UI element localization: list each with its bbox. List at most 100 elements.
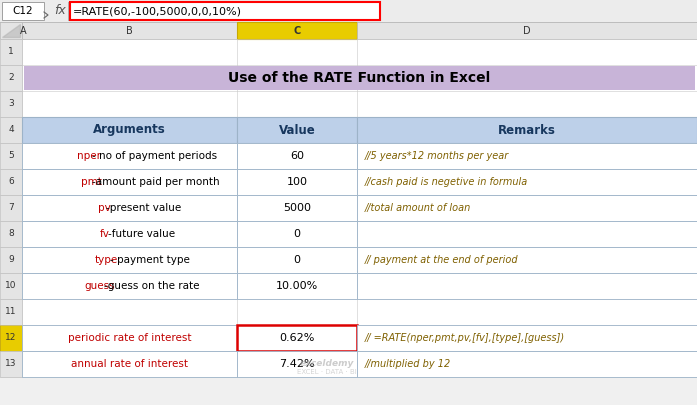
Text: 13: 13: [6, 360, 17, 369]
FancyBboxPatch shape: [0, 169, 22, 195]
Text: 60: 60: [290, 151, 304, 161]
Text: Use of the RATE Function in Excel: Use of the RATE Function in Excel: [229, 71, 491, 85]
FancyBboxPatch shape: [237, 195, 357, 221]
FancyBboxPatch shape: [237, 221, 357, 247]
FancyBboxPatch shape: [22, 221, 237, 247]
Text: 0: 0: [293, 229, 300, 239]
Text: Arguments: Arguments: [93, 124, 166, 136]
Text: 8: 8: [8, 230, 14, 239]
Text: 11: 11: [6, 307, 17, 316]
Text: B: B: [126, 26, 133, 36]
FancyBboxPatch shape: [357, 247, 697, 273]
Text: C: C: [293, 26, 300, 36]
FancyBboxPatch shape: [237, 273, 357, 299]
FancyBboxPatch shape: [22, 22, 237, 39]
FancyBboxPatch shape: [237, 117, 357, 143]
Text: 7: 7: [8, 203, 14, 213]
Text: //multiplied by 12: //multiplied by 12: [365, 359, 451, 369]
FancyBboxPatch shape: [0, 22, 22, 39]
Text: A: A: [20, 26, 26, 36]
Text: -future value: -future value: [108, 229, 175, 239]
Text: 0.62%: 0.62%: [279, 333, 314, 343]
Text: -amount paid per month: -amount paid per month: [93, 177, 220, 187]
Text: 3: 3: [8, 100, 14, 109]
Text: //cash paid is negetive in formula: //cash paid is negetive in formula: [365, 177, 528, 187]
FancyBboxPatch shape: [22, 351, 237, 377]
FancyBboxPatch shape: [22, 143, 237, 169]
Text: Remarks: Remarks: [498, 124, 556, 136]
Text: 5: 5: [8, 151, 14, 160]
FancyBboxPatch shape: [357, 325, 697, 351]
Text: fv: fv: [100, 229, 110, 239]
FancyBboxPatch shape: [357, 143, 697, 169]
FancyBboxPatch shape: [0, 221, 22, 247]
FancyBboxPatch shape: [237, 351, 357, 377]
FancyBboxPatch shape: [0, 247, 22, 273]
FancyBboxPatch shape: [0, 325, 22, 351]
Text: EXCEL · DATA · BI: EXCEL · DATA · BI: [297, 369, 357, 375]
Text: 1: 1: [8, 47, 14, 57]
FancyBboxPatch shape: [0, 325, 22, 351]
Text: D: D: [523, 26, 531, 36]
Text: 7.42%: 7.42%: [279, 359, 315, 369]
FancyBboxPatch shape: [357, 195, 697, 221]
Text: 10.00%: 10.00%: [276, 281, 318, 291]
FancyBboxPatch shape: [22, 273, 237, 299]
FancyBboxPatch shape: [22, 247, 237, 273]
FancyBboxPatch shape: [22, 325, 237, 351]
Text: 2: 2: [8, 73, 14, 83]
FancyBboxPatch shape: [22, 22, 24, 39]
FancyBboxPatch shape: [0, 299, 22, 325]
FancyBboxPatch shape: [22, 39, 697, 377]
FancyBboxPatch shape: [2, 2, 44, 20]
FancyBboxPatch shape: [357, 169, 697, 195]
FancyBboxPatch shape: [0, 91, 22, 117]
FancyBboxPatch shape: [237, 143, 357, 169]
Text: -present value: -present value: [106, 203, 181, 213]
FancyBboxPatch shape: [237, 22, 357, 39]
Text: fx: fx: [54, 4, 66, 17]
Text: Value: Value: [279, 124, 315, 136]
Text: pv: pv: [98, 203, 111, 213]
Text: 4: 4: [8, 126, 14, 134]
FancyBboxPatch shape: [357, 351, 697, 377]
FancyBboxPatch shape: [0, 143, 22, 169]
Text: 9: 9: [8, 256, 14, 264]
FancyBboxPatch shape: [0, 0, 697, 22]
Text: =RATE(60,-100,5000,0,0,10%): =RATE(60,-100,5000,0,0,10%): [73, 6, 242, 16]
Text: - no of payment periods: - no of payment periods: [93, 151, 217, 161]
Text: 100: 100: [286, 177, 307, 187]
Text: periodic rate of interest: periodic rate of interest: [68, 333, 191, 343]
Text: - payment type: - payment type: [110, 255, 190, 265]
FancyBboxPatch shape: [357, 22, 697, 39]
Text: type: type: [94, 255, 118, 265]
Text: guess: guess: [84, 281, 115, 291]
FancyBboxPatch shape: [22, 195, 237, 221]
Text: nper: nper: [77, 151, 101, 161]
Text: C12: C12: [13, 6, 33, 16]
Text: //5 years*12 months per year: //5 years*12 months per year: [365, 151, 510, 161]
FancyBboxPatch shape: [237, 247, 357, 273]
Text: annual rate of interest: annual rate of interest: [71, 359, 188, 369]
FancyBboxPatch shape: [0, 351, 22, 377]
Text: -guess on the rate: -guess on the rate: [104, 281, 199, 291]
FancyBboxPatch shape: [237, 325, 357, 351]
Text: exceldemy: exceldemy: [300, 360, 354, 369]
FancyBboxPatch shape: [22, 169, 237, 195]
FancyBboxPatch shape: [0, 117, 22, 143]
FancyBboxPatch shape: [357, 117, 697, 143]
FancyBboxPatch shape: [0, 273, 22, 299]
Polygon shape: [2, 24, 20, 37]
Text: // payment at the end of period: // payment at the end of period: [365, 255, 519, 265]
FancyBboxPatch shape: [0, 195, 22, 221]
Text: 10: 10: [6, 281, 17, 290]
FancyBboxPatch shape: [24, 66, 695, 90]
Text: //total amount of loan: //total amount of loan: [365, 203, 471, 213]
FancyBboxPatch shape: [70, 2, 380, 20]
FancyBboxPatch shape: [0, 65, 22, 91]
FancyBboxPatch shape: [357, 273, 697, 299]
FancyBboxPatch shape: [357, 221, 697, 247]
Text: pmt: pmt: [81, 177, 102, 187]
Text: 0: 0: [293, 255, 300, 265]
FancyBboxPatch shape: [0, 39, 22, 65]
